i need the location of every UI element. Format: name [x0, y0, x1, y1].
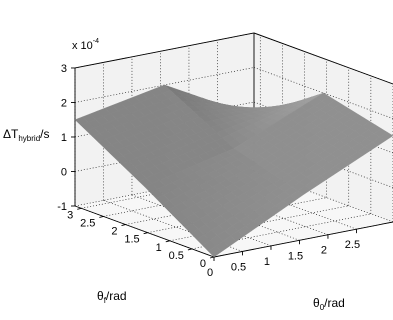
grid-line-y-floor: [213, 221, 393, 258]
x-tick-label: 2.5: [345, 239, 360, 251]
y-tick-label: 1.5: [124, 234, 139, 246]
z-scale-label: x 10-4: [72, 38, 99, 52]
y-tick-label: 0.5: [169, 250, 184, 262]
y-tick-label: 2.5: [80, 217, 95, 229]
z-scale-base: x 10: [72, 40, 93, 52]
grid-line-x-floor: [74, 205, 215, 258]
y-tick-mark: [99, 215, 104, 218]
z-tick-label: 0: [61, 166, 67, 178]
x-tick-label: 0: [207, 267, 213, 279]
grid-line-z-wall-y: [74, 32, 255, 69]
z-tick-label: 1: [61, 132, 67, 144]
z-axis-label-suffix: /s: [40, 127, 49, 141]
y-tick-label: 1: [156, 242, 162, 254]
z-tick-label: 2: [61, 97, 67, 109]
surface-cell: [207, 245, 222, 258]
y-axis-label-main: θ: [97, 289, 104, 303]
z-tick-label: 3: [61, 63, 67, 75]
x-axis-label-sub: 0: [320, 303, 325, 312]
y-axis-label-sub: f: [104, 296, 107, 305]
y-tick-mark: [187, 248, 192, 251]
x-axis-label: θ0/rad: [313, 296, 345, 312]
x-axis-label-main: θ: [313, 296, 320, 310]
grid-line-y-floor: [125, 189, 305, 225]
y-tick-mark: [77, 207, 82, 210]
y-tick-mark: [121, 224, 126, 226]
grid-line-z-wall-x: [253, 67, 393, 119]
x-tick-label: 0.5: [231, 261, 246, 273]
y-tick-label: 2: [111, 226, 117, 238]
grid-line-z-wall-y: [74, 136, 255, 172]
z-axis-label-main: ΔT: [3, 127, 19, 141]
surface-mesh: [74, 84, 393, 258]
grid-line-z-wall-y: [74, 67, 255, 103]
grid-line-y-floor: [81, 173, 261, 209]
y-axis-label-suffix: /rad: [106, 289, 127, 303]
x-tick-label: 1: [264, 256, 270, 268]
z-scale-exponent: -4: [93, 38, 99, 45]
y-tick-label: 0: [200, 258, 206, 270]
grid-line-y-floor: [147, 197, 327, 233]
z-axis-label-sub: hybrid: [18, 134, 40, 143]
y-tick-mark: [209, 256, 215, 259]
grid-line-z-wall-y: [74, 170, 255, 207]
y-tick-mark: [143, 232, 148, 235]
x-tick-label: 1.5: [288, 250, 303, 262]
y-tick-mark: [165, 240, 170, 243]
grid-line-y-floor: [103, 181, 283, 217]
grid-line-x-floor: [131, 194, 272, 247]
x-axis-label-suffix: /rad: [324, 296, 345, 310]
tick-labels: -1 0 1 2 3 0 0.5 1 1.5 2 2.5 3 0 0.5 1 1.5 2 2.5: [57, 63, 360, 279]
grid-line-z-wall-x: [253, 32, 393, 85]
y-tick-label: 3: [67, 209, 73, 221]
z-axis-label: ΔThybrid/s: [3, 127, 50, 143]
x-tick-label: 2: [321, 245, 327, 257]
y-axis-label: θf/rad: [97, 289, 127, 305]
z-tick-label: -1: [57, 201, 67, 213]
